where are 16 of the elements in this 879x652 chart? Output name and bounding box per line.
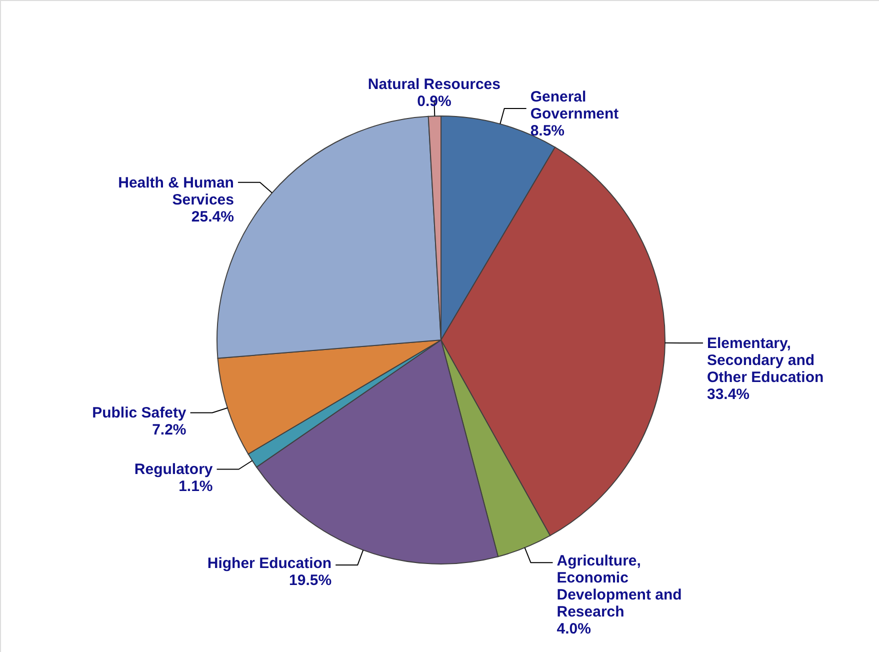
- slice-label: Elementary, Secondary and Other Education: [706, 335, 824, 386]
- slice-label: Higher Education: [207, 555, 332, 572]
- data-label: 7.2%: [152, 422, 186, 439]
- slice-label: Agriculture, Economic Development and Research: [556, 552, 682, 621]
- data-label: 25.4%: [191, 208, 234, 226]
- data-label: 4.0%: [556, 620, 591, 638]
- slice-label: Natural Resources: [368, 76, 500, 94]
- slice-label: Public Safety: [92, 404, 187, 422]
- data-label: 1.1%: [178, 478, 213, 496]
- data-label: 19.5%: [289, 572, 332, 590]
- data-label: 8.5%: [530, 122, 565, 140]
- slice-label: General Government: [530, 88, 619, 123]
- data-label: 33.4%: [706, 386, 750, 404]
- slice-label: Health & Human Services: [118, 174, 234, 208]
- data-label: 0.9%: [417, 93, 452, 110]
- slice-label: Regulatory: [134, 461, 214, 478]
